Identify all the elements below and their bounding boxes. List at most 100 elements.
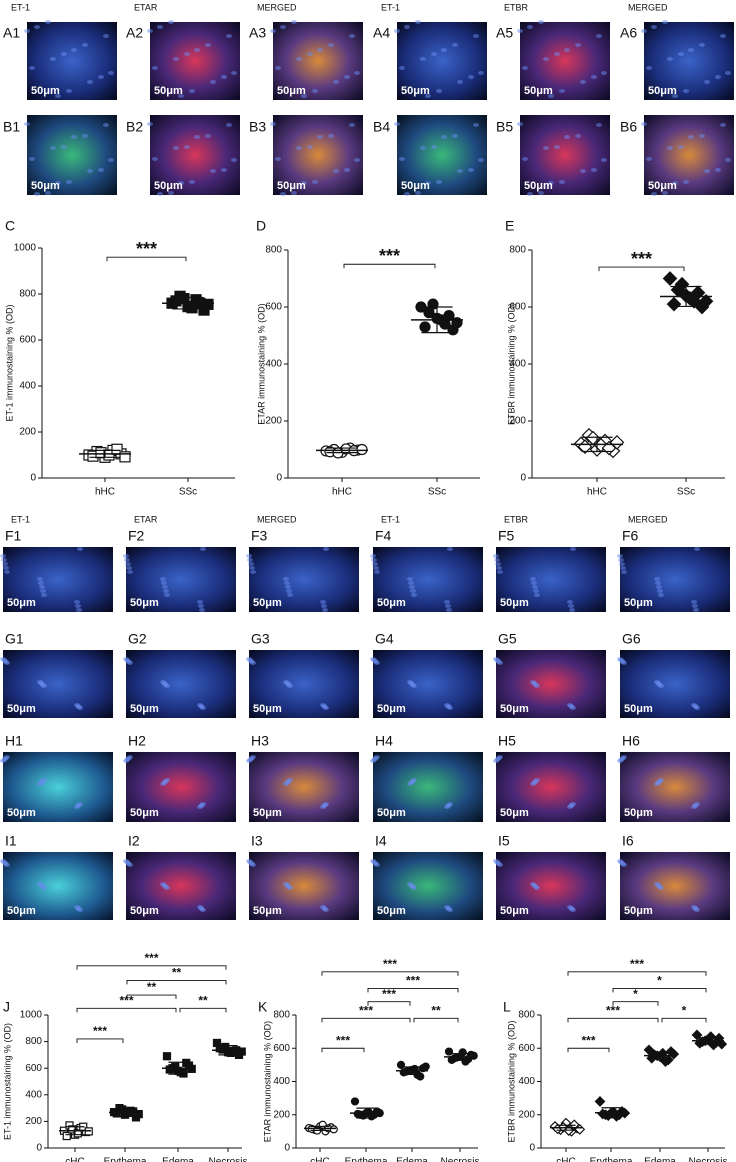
significance-bracket <box>367 987 459 993</box>
panel-label: B2 <box>126 119 143 135</box>
scale-bar-label: 50μm <box>500 597 529 609</box>
micrograph <box>273 22 363 100</box>
data-point <box>329 1125 338 1134</box>
micrograph <box>27 22 117 100</box>
x-tick-label: Necrosis <box>689 1157 728 1162</box>
panel-letter: J <box>3 999 10 1015</box>
significance-bracket <box>612 987 707 993</box>
cell-nucleus <box>404 192 410 196</box>
panel-label: B3 <box>249 119 266 135</box>
data-point <box>182 1058 191 1067</box>
scale-bar-label: 50μm <box>253 905 282 917</box>
micrograph <box>373 852 483 920</box>
cell-nucleus <box>152 157 158 161</box>
y-tick-label: 800 <box>518 1010 535 1021</box>
micrograph <box>620 547 730 612</box>
cell-nucleus <box>189 89 195 93</box>
cell-nucleus <box>123 554 129 558</box>
scale-bar-label: 50μm <box>377 807 406 819</box>
cell-nucleus <box>98 75 104 79</box>
cell-nucleus <box>0 554 6 558</box>
cell-nucleus <box>349 123 355 127</box>
significance-label: *** <box>631 249 652 269</box>
y-axis-label: ETBR immunostaining % (OD) <box>506 303 516 425</box>
cell-nucleus <box>71 48 77 52</box>
cell-nucleus <box>534 886 540 890</box>
cell-nucleus <box>445 604 451 608</box>
scale-bar-label: 50μm <box>277 85 306 97</box>
panel-label: I5 <box>498 833 510 849</box>
cell-nucleus <box>41 778 47 782</box>
micrograph <box>620 852 730 920</box>
cell-nucleus <box>532 585 538 589</box>
cell-nucleus <box>672 94 678 98</box>
cell-nucleus <box>354 158 360 162</box>
cell-nucleus <box>654 577 660 581</box>
significance-bracket <box>343 263 436 269</box>
scale-bar-label: 50μm <box>130 703 159 715</box>
cell-nucleus <box>178 94 184 98</box>
cell-nucleus <box>621 755 627 759</box>
significance-bracket <box>76 1038 124 1043</box>
micrograph <box>520 115 610 195</box>
cell-nucleus <box>301 94 307 98</box>
cell-nucleus <box>162 585 168 589</box>
cell-nucleus <box>473 123 479 127</box>
y-axis-label: ET-1 immunostaining % (OD) <box>2 1023 12 1140</box>
cell-nucleus <box>164 684 170 688</box>
cell-nucleus <box>24 29 30 33</box>
cell-nucleus <box>189 180 195 184</box>
cell-nucleus <box>569 608 575 612</box>
micrograph <box>496 650 606 718</box>
panel-label: G3 <box>251 631 270 647</box>
panel-label: H5 <box>498 733 516 749</box>
micrograph <box>126 650 236 718</box>
significance-bracket <box>612 1001 659 1006</box>
cell-nucleus <box>457 169 463 173</box>
scale-bar-label: 50μm <box>130 807 159 819</box>
column-header: ET-1 <box>11 2 30 12</box>
scale-bar-label: 50μm <box>253 597 282 609</box>
panel-label: G4 <box>375 631 394 647</box>
y-tick-label: 400 <box>518 1076 535 1087</box>
data-point <box>662 271 678 286</box>
cell-nucleus <box>77 706 83 710</box>
cell-nucleus <box>596 34 602 38</box>
cell-nucleus <box>321 604 327 608</box>
cell-nucleus <box>328 134 334 138</box>
significance-label: * <box>633 987 638 1001</box>
cell-nucleus <box>270 122 276 126</box>
x-tick-label: Necrosis <box>209 1157 248 1162</box>
cell-nucleus <box>250 755 256 759</box>
scale-bar-label: 50μm <box>31 180 60 192</box>
panel-letter: E <box>505 218 514 234</box>
cell-nucleus <box>478 158 484 162</box>
cell-nucleus <box>704 169 710 173</box>
panel-label: H3 <box>251 733 269 749</box>
cell-nucleus <box>543 146 549 150</box>
cell-nucleus <box>250 863 256 867</box>
cell-nucleus <box>4 863 10 867</box>
micrograph <box>520 22 610 100</box>
panel-label: A4 <box>373 25 390 41</box>
micrograph <box>249 852 359 920</box>
cell-nucleus <box>415 191 421 195</box>
micrograph <box>3 852 113 920</box>
column-header: ET-1 <box>381 2 400 12</box>
x-tick-label: Necrosis <box>441 1157 480 1162</box>
cell-nucleus <box>178 181 184 185</box>
cell-nucleus <box>538 20 544 24</box>
significance-bracket <box>76 965 227 970</box>
cell-nucleus <box>1 558 7 562</box>
data-point <box>643 1044 655 1056</box>
scale-bar-label: 50μm <box>624 597 653 609</box>
y-tick-label: 400 <box>509 359 526 370</box>
cell-nucleus <box>667 146 673 150</box>
cell-nucleus <box>322 608 328 612</box>
cell-nucleus <box>457 80 463 84</box>
significance-label: *** <box>359 1003 373 1017</box>
cell-nucleus <box>371 558 377 562</box>
cell-nucleus <box>591 168 597 172</box>
y-tick-label: 1000 <box>20 1010 43 1021</box>
cell-nucleus <box>678 145 684 149</box>
